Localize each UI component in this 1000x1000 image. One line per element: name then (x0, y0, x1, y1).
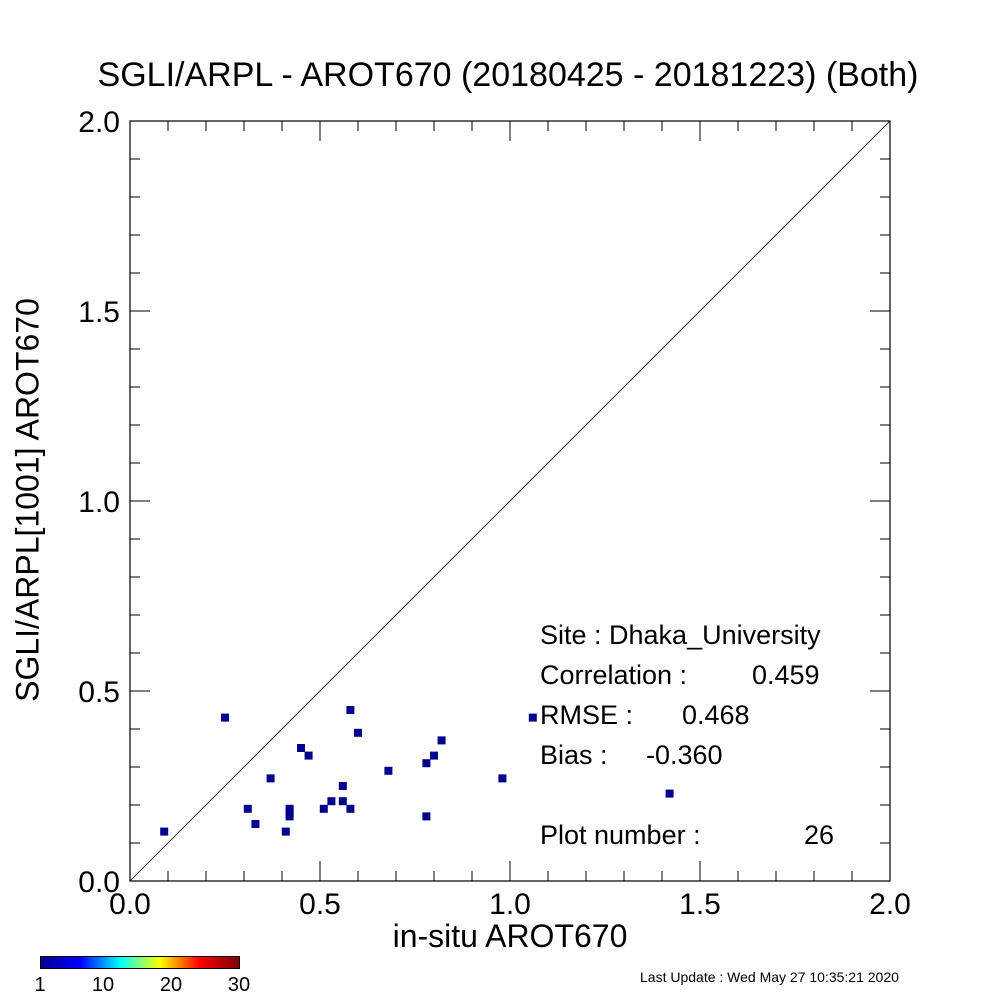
data-point (251, 820, 260, 828)
data-point (266, 774, 275, 783)
x-tick-label: 0.5 (299, 888, 341, 921)
data-point (498, 774, 507, 783)
data-point (338, 797, 347, 806)
data-point (304, 751, 313, 760)
y-axis-label-text: SGLI/ARPL[1001] AROT670 (9, 298, 46, 702)
stats-site: Site : Dhaka_University (540, 620, 821, 650)
y-tick-label: 2.0 (78, 106, 120, 139)
data-point (297, 744, 305, 752)
colorbar-tick-label: 10 (91, 974, 115, 996)
stats-plot-number-label: Plot number : (540, 820, 701, 850)
data-point (319, 804, 328, 813)
data-point (354, 728, 362, 737)
stats-plot-number-value: 26 (804, 820, 835, 850)
data-point (285, 812, 294, 821)
data-point (384, 766, 393, 775)
data-point (338, 782, 347, 790)
data-point (346, 804, 355, 813)
y-tick-label: 1.5 (78, 296, 120, 329)
stats-correlation-label: Correlation : (540, 660, 688, 690)
colorbar-tick-label: 30 (227, 974, 251, 996)
y-tick-label: 1.0 (78, 486, 120, 519)
last-update-footer: Last Update : Wed May 27 10:35:21 2020 (640, 969, 899, 985)
data-point (437, 736, 446, 745)
data-point (243, 804, 252, 813)
x-tick-label: 2.0 (869, 888, 911, 921)
data-point (221, 713, 229, 722)
stats-rmse-label: RMSE : (540, 700, 634, 730)
data-point (327, 797, 336, 806)
chart-title: SGLI/ARPL - AROT670 (20180425 - 20181223… (97, 56, 919, 94)
data-point (528, 713, 537, 722)
stats-rmse-value: 0.468 (682, 700, 750, 730)
data-point (346, 706, 355, 714)
data-point (160, 827, 169, 836)
x-axis-label: in-situ AROT670 (392, 918, 628, 954)
stats-bias-value: -0.360 (646, 740, 723, 770)
data-point (422, 812, 431, 821)
x-tick-label: 1.0 (489, 888, 531, 921)
x-tick-label: 1.5 (679, 888, 721, 921)
data-point (665, 789, 674, 798)
one-to-one-line (129, 120, 891, 882)
colorbar-tick-label: 20 (159, 974, 183, 996)
data-point (281, 827, 290, 836)
x-tick-label: 0.0 (109, 888, 151, 921)
colorbar (40, 956, 240, 969)
data-point (430, 751, 438, 760)
data-point (422, 759, 431, 768)
colorbar-tick-label: 1 (34, 974, 46, 996)
y-tick-label: 0.5 (78, 676, 120, 709)
y-tick-label: 0.0 (78, 866, 120, 899)
stats-bias-label: Bias : (540, 740, 608, 770)
stats-correlation-value: 0.459 (752, 660, 820, 690)
